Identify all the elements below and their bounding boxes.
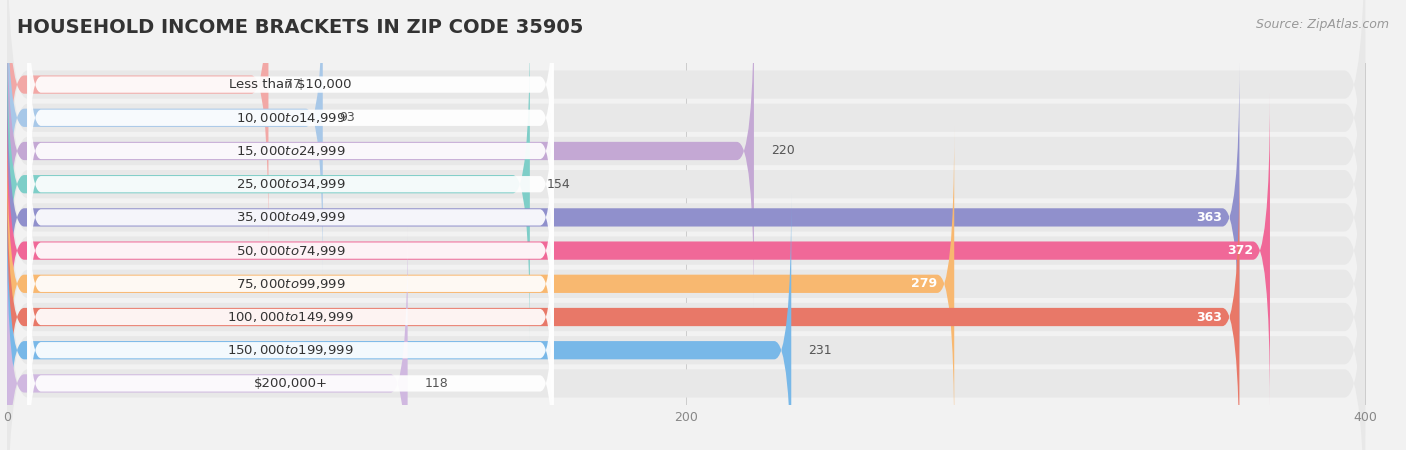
Text: $10,000 to $14,999: $10,000 to $14,999 [236, 111, 346, 125]
FancyBboxPatch shape [7, 0, 269, 242]
FancyBboxPatch shape [27, 192, 554, 442]
FancyBboxPatch shape [27, 126, 554, 375]
Text: $100,000 to $149,999: $100,000 to $149,999 [228, 310, 354, 324]
FancyBboxPatch shape [7, 226, 408, 450]
FancyBboxPatch shape [7, 66, 1365, 436]
FancyBboxPatch shape [7, 32, 1365, 402]
Text: 154: 154 [547, 178, 571, 191]
Text: HOUSEHOLD INCOME BRACKETS IN ZIP CODE 35905: HOUSEHOLD INCOME BRACKETS IN ZIP CODE 35… [17, 18, 583, 37]
Text: $200,000+: $200,000+ [253, 377, 328, 390]
Text: 231: 231 [808, 344, 832, 357]
Text: 372: 372 [1227, 244, 1253, 257]
FancyBboxPatch shape [7, 0, 1365, 303]
FancyBboxPatch shape [7, 0, 1365, 270]
Text: $75,000 to $99,999: $75,000 to $99,999 [236, 277, 346, 291]
FancyBboxPatch shape [7, 160, 1240, 450]
FancyBboxPatch shape [7, 127, 955, 441]
FancyBboxPatch shape [27, 0, 554, 209]
FancyBboxPatch shape [7, 198, 1365, 450]
FancyBboxPatch shape [7, 0, 1365, 369]
FancyBboxPatch shape [7, 27, 530, 341]
Text: 77: 77 [285, 78, 301, 91]
FancyBboxPatch shape [27, 259, 554, 450]
Text: Less than $10,000: Less than $10,000 [229, 78, 352, 91]
FancyBboxPatch shape [7, 194, 792, 450]
Text: 279: 279 [911, 277, 938, 290]
FancyBboxPatch shape [7, 132, 1365, 450]
Text: 363: 363 [1197, 211, 1222, 224]
FancyBboxPatch shape [7, 60, 1240, 374]
FancyBboxPatch shape [27, 26, 554, 276]
Text: 118: 118 [425, 377, 449, 390]
FancyBboxPatch shape [7, 99, 1365, 450]
Text: $50,000 to $74,999: $50,000 to $74,999 [236, 243, 346, 257]
FancyBboxPatch shape [7, 0, 1365, 336]
Text: 93: 93 [340, 111, 356, 124]
Text: $25,000 to $34,999: $25,000 to $34,999 [236, 177, 346, 191]
FancyBboxPatch shape [27, 93, 554, 342]
FancyBboxPatch shape [27, 0, 554, 243]
Text: 363: 363 [1197, 310, 1222, 324]
FancyBboxPatch shape [7, 165, 1365, 450]
Text: $150,000 to $199,999: $150,000 to $199,999 [228, 343, 354, 357]
FancyBboxPatch shape [7, 0, 754, 308]
FancyBboxPatch shape [27, 159, 554, 409]
Text: 220: 220 [770, 144, 794, 158]
Text: $15,000 to $24,999: $15,000 to $24,999 [236, 144, 346, 158]
FancyBboxPatch shape [27, 225, 554, 450]
FancyBboxPatch shape [7, 0, 323, 274]
Text: Source: ZipAtlas.com: Source: ZipAtlas.com [1256, 18, 1389, 31]
FancyBboxPatch shape [27, 59, 554, 309]
Text: $35,000 to $49,999: $35,000 to $49,999 [236, 211, 346, 225]
FancyBboxPatch shape [7, 94, 1270, 408]
